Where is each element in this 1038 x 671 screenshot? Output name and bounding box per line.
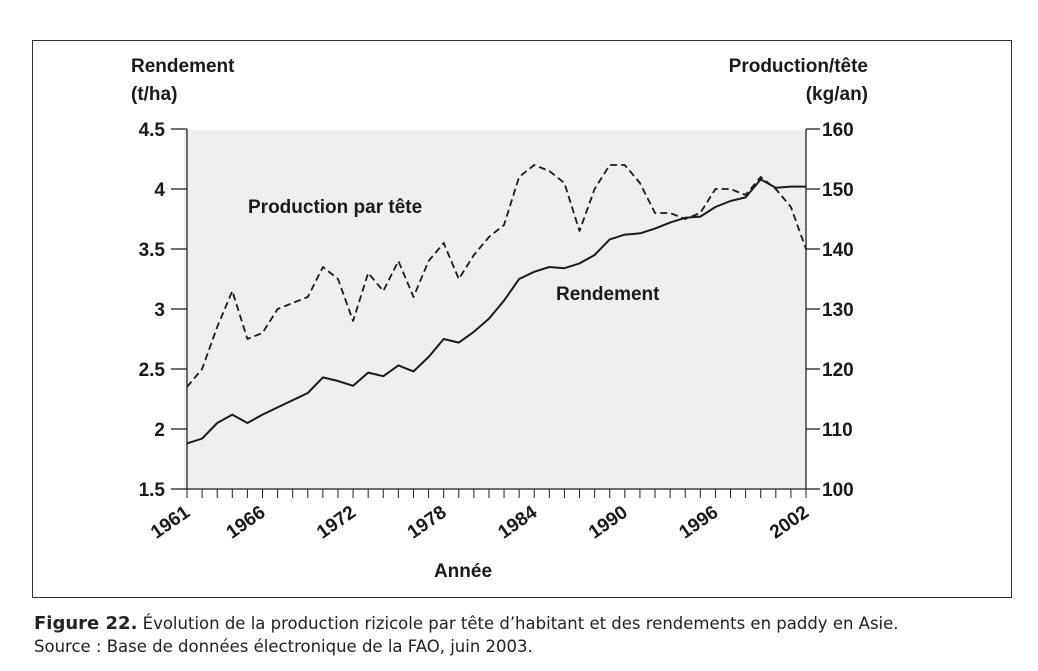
- y-left-tick-label: 3: [154, 300, 165, 321]
- x-tick-label: 1990: [585, 502, 632, 543]
- figure-frame: [32, 40, 1012, 598]
- y-left-tick-label: 2.5: [139, 360, 166, 381]
- y-left-tick-label: 1.5: [139, 480, 166, 501]
- series-line-rendement: [186, 178, 806, 445]
- series-lines: [186, 164, 807, 445]
- x-tick-label: 1972: [313, 502, 360, 543]
- y-left-label-line2: (t/ha): [131, 84, 177, 105]
- figure-caption: Figure 22. Évolution de la production ri…: [34, 612, 1034, 658]
- caption-source: Source : Base de données électronique de…: [34, 637, 533, 656]
- y-left-tick-label: 4.5: [139, 120, 166, 141]
- y-right-tick-label: 130: [822, 300, 854, 321]
- y-right-tick-label: 120: [822, 360, 854, 381]
- x-tick-label: 1978: [404, 502, 451, 543]
- x-tick-label: 1966: [223, 502, 270, 543]
- y-right-label-line1: Production/tête: [729, 56, 868, 77]
- x-axis-title: Année: [434, 561, 492, 582]
- y-left-label-line1: Rendement: [131, 56, 235, 77]
- y-right-tick-label: 100: [822, 480, 854, 501]
- x-tick-label: 1984: [494, 502, 541, 544]
- figure-text: Évolution de la production rizicole par …: [137, 614, 899, 633]
- y-left-tick-label: 2: [154, 420, 165, 441]
- series-line-production-par-tete: [186, 164, 807, 388]
- y-right-tick-label: 150: [822, 180, 854, 201]
- y-left-tick-label: 3.5: [139, 240, 166, 261]
- y-right-tick-label: 160: [822, 120, 854, 141]
- x-tick-label: 1961: [147, 502, 194, 544]
- y-left-tick-label: 4: [154, 180, 165, 201]
- annotation-production-par-tete: Production par tête: [248, 197, 422, 218]
- y-right-label-line2: (kg/an): [806, 84, 868, 105]
- figure-label: Figure 22.: [34, 613, 138, 634]
- chart: Rendement (t/ha) Production/tête (kg/an)…: [131, 56, 868, 582]
- x-tick-label: 2002: [766, 502, 813, 543]
- y-right-tick-label: 140: [822, 240, 854, 261]
- x-tick-label: 1996: [676, 502, 723, 543]
- y-right-tick-label: 110: [822, 420, 853, 441]
- caption-title: Figure 22. Évolution de la production ri…: [34, 612, 1034, 635]
- annotation-rendement: Rendement: [556, 284, 660, 305]
